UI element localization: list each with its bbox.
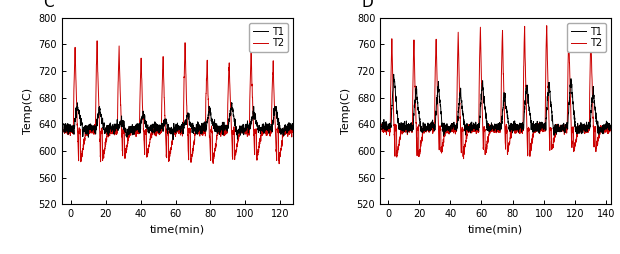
T2 — [148, 131, 156, 134]
T1 — [603, 126, 611, 129]
T2 — [91, 127, 99, 130]
Text: C: C — [43, 0, 54, 10]
T1 — [550, 126, 557, 130]
Line: T2: T2 — [64, 41, 293, 164]
T2 — [378, 124, 386, 127]
T1 — [607, 124, 614, 127]
T1 — [289, 128, 296, 131]
X-axis label: time(min): time(min) — [468, 225, 523, 235]
T1 — [105, 124, 112, 127]
T2 — [60, 129, 68, 132]
Text: D: D — [361, 0, 373, 10]
T1 — [440, 134, 447, 137]
Y-axis label: Temp(C): Temp(C) — [341, 88, 351, 134]
Y-axis label: Temp(C): Temp(C) — [23, 88, 33, 134]
Legend: T1, T2: T1, T2 — [567, 23, 606, 52]
T1 — [91, 129, 99, 132]
Line: T1: T1 — [382, 74, 611, 136]
T2 — [180, 76, 188, 79]
T1 — [169, 138, 177, 141]
T1 — [60, 122, 68, 125]
T1 — [180, 123, 188, 126]
T1 — [592, 114, 600, 117]
T1 — [390, 73, 397, 76]
T2 — [234, 140, 241, 143]
T2 — [289, 131, 296, 134]
T1 — [93, 118, 100, 121]
T2 — [592, 150, 600, 153]
T1 — [502, 101, 509, 104]
T2 — [390, 121, 397, 124]
T2 — [603, 128, 611, 131]
T2 — [93, 55, 100, 58]
T2 — [94, 39, 101, 42]
T2 — [543, 24, 551, 27]
T2 — [550, 137, 557, 140]
T1 — [378, 128, 386, 131]
T1 — [148, 127, 156, 130]
Line: T2: T2 — [382, 26, 611, 159]
T2 — [502, 142, 509, 145]
T2 — [105, 132, 112, 135]
T2 — [275, 162, 283, 165]
X-axis label: time(min): time(min) — [149, 225, 205, 235]
T1 — [228, 101, 236, 104]
T1 — [234, 132, 241, 135]
T2 — [569, 131, 577, 134]
T1 — [390, 76, 397, 79]
T1 — [569, 99, 577, 102]
T2 — [607, 129, 614, 132]
T2 — [460, 157, 467, 160]
Line: T1: T1 — [64, 103, 293, 140]
Legend: T1, T2: T1, T2 — [249, 23, 288, 52]
